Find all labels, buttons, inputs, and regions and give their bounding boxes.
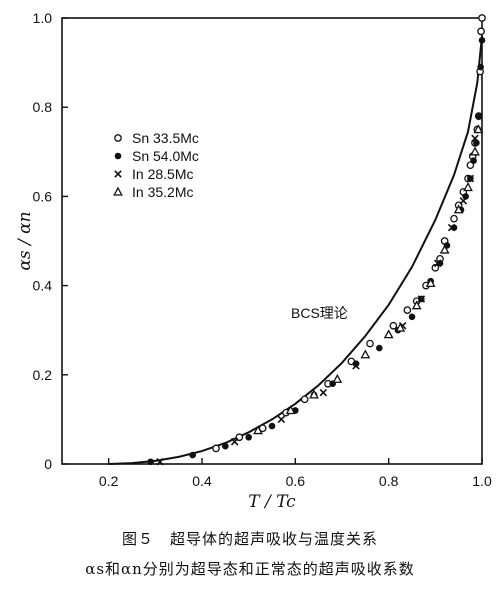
figure-caption: 图５ 超导体的超声吸收与温度关系 αs和αn分别为超导态和正常态的超声吸收系数 [0,524,500,584]
x-tick-label: 0.4 [192,473,212,489]
x-tick-label: 1.0 [472,473,492,489]
chart: 0.2 0.4 0.6 0.8 1.0 0 0.2 0.4 0.6 0.8 1.0 Sn 33.5M… [15,10,492,512]
data-point [417,295,426,303]
caption-line-1: 图５ 超导体的超声吸收与温度关系 [121,530,378,548]
legend-marker [114,152,122,160]
data-point [395,322,406,332]
data-point [475,112,483,120]
data-point [462,193,469,200]
data-point [222,442,229,450]
data-point [470,146,480,156]
legend-label: Sn 33.5Mc [132,130,199,146]
data-point [245,433,252,441]
x-tick-label: 0.2 [99,473,119,489]
data-point [478,37,486,44]
x-tick-label: 0.6 [286,473,306,489]
bcs-theory-label: BCS理论 [291,305,348,321]
bcs-theory-curve [108,35,483,465]
y-tick-label: 0.2 [33,367,53,383]
caption-line-2: αs和αn分别为超导态和正常态的超声吸收系数 [85,560,415,578]
data-point [277,415,286,424]
data-point [309,389,319,399]
data-point [473,124,484,134]
data-point [212,444,220,453]
data-point [376,344,383,352]
data-point [477,27,485,36]
legend-marker [114,170,122,178]
data-point [332,373,343,383]
data-point [147,458,154,466]
data-point [352,362,360,370]
data-point [466,161,475,170]
data-point [383,329,394,339]
axes [61,17,483,465]
data-point [459,197,468,205]
y-tick-label: 0.4 [33,278,53,294]
data-point [470,157,477,165]
data-point [478,14,486,22]
y-axis-title: αs / αn [15,211,35,270]
series-filled-circle [147,37,486,466]
series-cross [156,134,479,466]
legend-marker [114,134,122,142]
legend-label: In 35.2Mc [132,184,193,200]
data-point [463,182,473,192]
data-point [268,422,276,430]
data-point [360,349,371,359]
y-tick-label: 0 [44,456,52,472]
data-point [285,405,296,415]
legend-label: In 28.5Mc [132,166,193,182]
legend: Sn 33.5Mc Sn 54.0Mc In 28.5Mc In 35.2Mc [113,130,199,200]
data-point [439,244,450,254]
data-points [147,14,486,466]
data-point [300,395,309,404]
y-tick-label: 0.6 [33,188,53,204]
series-open-triangle [253,124,484,435]
y-tick-label: 1.0 [33,10,53,26]
data-point [189,451,196,459]
data-point [408,313,416,321]
data-point [466,174,475,183]
data-point [411,300,422,310]
data-point [453,204,464,214]
x-tick-label: 0.8 [379,473,399,489]
data-point [433,259,442,268]
data-point [447,223,456,232]
data-point [471,134,479,143]
data-point [366,339,374,348]
data-point [425,278,436,288]
data-point [403,306,412,314]
data-point [230,437,239,446]
x-axis-title: T / Tc [248,492,296,512]
data-point [253,425,263,435]
ticks: 0.2 0.4 0.6 0.8 1.0 0 0.2 0.4 0.6 0.8 1.0 [33,10,492,489]
data-point [389,321,398,330]
legend-marker [113,186,123,196]
data-point [477,63,484,71]
data-point [156,458,164,466]
y-tick-label: 0.8 [33,99,53,115]
legend-label: Sn 54.0Mc [132,148,199,164]
series-open-circle [212,14,486,453]
plot-frame [61,17,483,465]
data-point [450,214,458,223]
data-point [319,388,328,397]
